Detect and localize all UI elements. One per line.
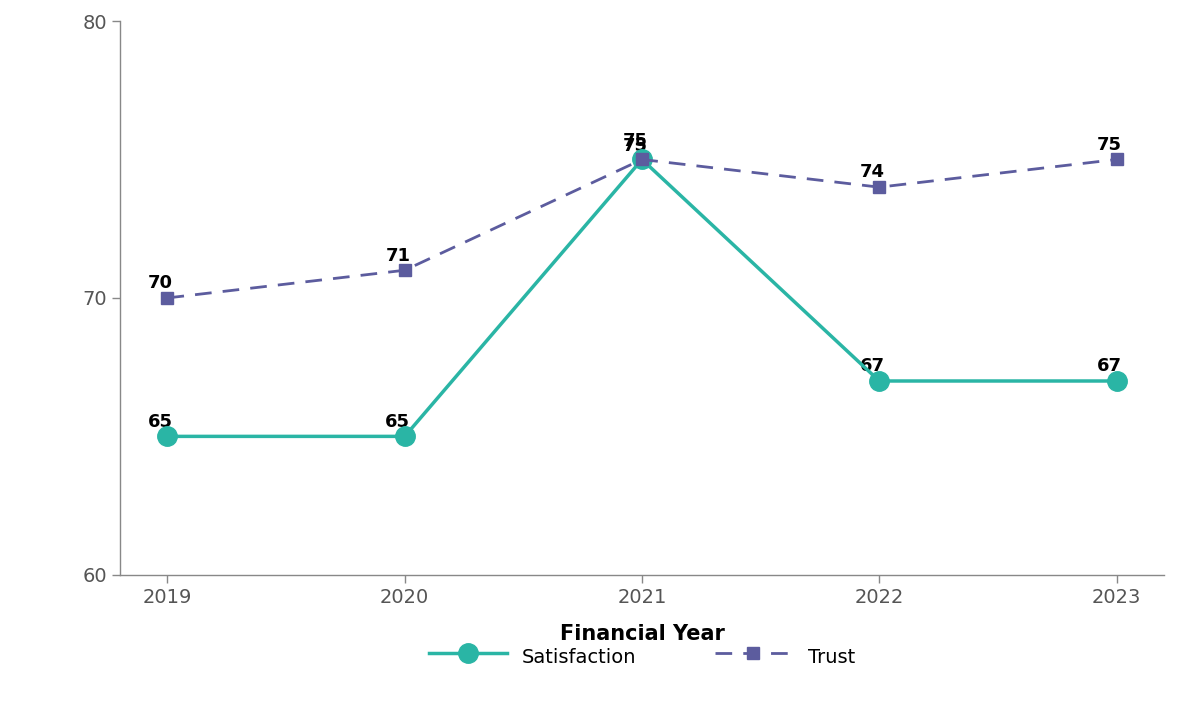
Text: 75: 75 [623, 132, 648, 149]
Text: 75: 75 [1097, 136, 1122, 154]
Text: 75: 75 [623, 137, 648, 155]
Text: 70: 70 [148, 274, 173, 292]
Text: 67: 67 [860, 358, 884, 375]
Text: 65: 65 [148, 413, 173, 430]
Text: 74: 74 [860, 163, 884, 182]
X-axis label: Financial Year: Financial Year [559, 624, 725, 644]
Text: 65: 65 [385, 413, 410, 430]
Legend: Satisfaction, Trust: Satisfaction, Trust [421, 637, 863, 676]
Text: 71: 71 [385, 247, 410, 264]
Text: 67: 67 [1097, 358, 1122, 375]
